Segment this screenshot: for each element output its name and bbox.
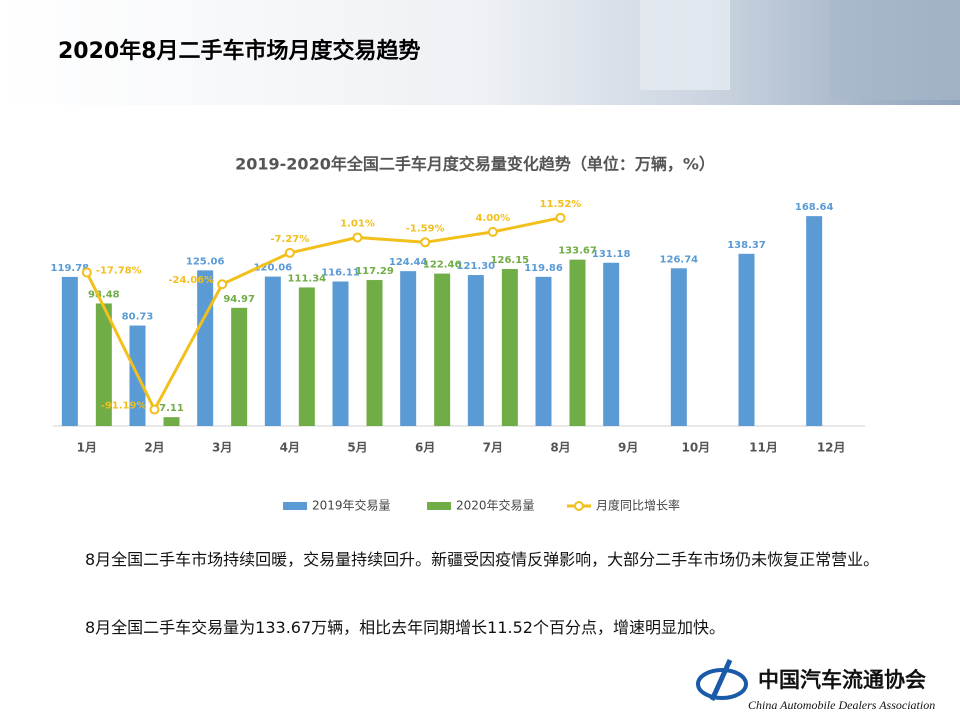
legend-swatch xyxy=(574,501,584,511)
line-marker xyxy=(352,232,363,243)
data-label: 124.44 xyxy=(389,257,428,268)
data-label: -17.78% xyxy=(96,266,142,277)
line-marker xyxy=(217,279,228,290)
line xyxy=(85,216,561,413)
line-marker xyxy=(284,247,295,258)
bar xyxy=(332,281,349,426)
logo: 中国汽车流通协会 China Automobile Dealers Associ… xyxy=(696,658,935,712)
data-label: 80.73 xyxy=(122,312,154,323)
x-tick-label: 6月 xyxy=(415,441,435,455)
data-label: 117.29 xyxy=(355,266,394,277)
x-tick-label: 10月 xyxy=(681,441,710,455)
bar xyxy=(61,276,78,426)
x-tick-label: 7月 xyxy=(483,441,503,455)
data-label: 122.46 xyxy=(423,260,462,271)
data-label: 131.18 xyxy=(592,249,631,260)
data-label: 138.37 xyxy=(727,240,766,251)
chart-title: 2019-2020年全国二手车月度交易量变化趋势（单位：万辆，%） xyxy=(235,155,715,174)
x-tick-label: 1月 xyxy=(77,441,97,455)
line-marker xyxy=(81,267,92,278)
line-marker xyxy=(149,404,160,415)
data-label: 11.52% xyxy=(540,199,582,210)
line-marker xyxy=(487,226,498,237)
x-tick-label: 9月 xyxy=(618,441,638,455)
bar xyxy=(197,270,214,426)
bar xyxy=(366,280,383,426)
bar xyxy=(501,269,518,426)
legend-swatch xyxy=(283,502,307,510)
legend-label: 2019年交易量 xyxy=(312,498,391,513)
data-label: 126.15 xyxy=(491,255,530,266)
x-tick-label: 12月 xyxy=(817,441,846,455)
data-label: -91.19% xyxy=(101,401,147,412)
data-label: 111.34 xyxy=(288,273,327,284)
bar xyxy=(569,259,586,426)
page-title: 2020年8月二手车市场月度交易趋势 xyxy=(58,38,421,64)
bar xyxy=(535,276,552,426)
logo-mark xyxy=(709,658,733,702)
logo-mark xyxy=(696,668,748,700)
data-label: 119.86 xyxy=(524,263,563,274)
bar xyxy=(95,303,112,426)
bar xyxy=(434,273,451,426)
logo-name: 中国汽车流通协会 xyxy=(758,668,926,692)
data-label: 94.97 xyxy=(223,294,255,305)
bar xyxy=(603,262,620,426)
x-tick-label: 2月 xyxy=(144,441,164,455)
bar xyxy=(163,417,180,426)
legend-swatch xyxy=(427,502,451,510)
data-label: 121.30 xyxy=(457,261,496,272)
logo-name-en: China Automobile Dealers Association xyxy=(748,698,935,712)
data-label: 126.74 xyxy=(660,254,699,265)
x-tick-label: 3月 xyxy=(212,441,232,455)
data-label: 168.64 xyxy=(795,202,834,213)
bar xyxy=(400,271,417,426)
bar xyxy=(806,216,823,426)
bar xyxy=(231,307,248,426)
data-label: 119.78 xyxy=(51,263,90,274)
body-paragraph: 8月全国二手车市场持续回暖，交易量持续回升。新疆受因疫情反弹影响，大部分二手车市… xyxy=(85,550,880,569)
header-cube xyxy=(830,0,960,100)
data-label: -24.06% xyxy=(168,275,214,286)
x-tick-label: 4月 xyxy=(280,441,300,455)
x-tick-label: 11月 xyxy=(749,441,778,455)
legend-label: 2020年交易量 xyxy=(456,498,535,513)
data-label: 120.06 xyxy=(254,263,293,274)
data-label: 1.01% xyxy=(340,218,375,229)
data-label: 133.67 xyxy=(558,246,597,257)
x-tick-label: 5月 xyxy=(347,441,367,455)
data-label: 125.06 xyxy=(186,256,225,267)
data-label: -1.59% xyxy=(406,223,445,234)
data-label: -7.27% xyxy=(270,234,309,245)
bar xyxy=(738,253,755,426)
body-paragraph: 8月全国二手车交易量为133.67万辆，相比去年同期增长11.52个百分点，增速… xyxy=(85,618,725,637)
data-label: 116.11 xyxy=(321,268,360,279)
bar xyxy=(264,276,281,426)
bar xyxy=(298,287,315,426)
legend-label: 月度同比增长率 xyxy=(596,498,680,513)
data-label: 4.00% xyxy=(475,213,510,224)
data-label: 7.11 xyxy=(159,403,184,414)
header-band xyxy=(0,0,960,105)
bar xyxy=(467,275,484,426)
header-cube xyxy=(640,0,730,90)
bar xyxy=(670,268,687,426)
data-label: 98.48 xyxy=(88,289,120,300)
line-marker xyxy=(555,212,566,223)
x-tick-label: 8月 xyxy=(550,441,570,455)
line-marker xyxy=(420,237,431,248)
